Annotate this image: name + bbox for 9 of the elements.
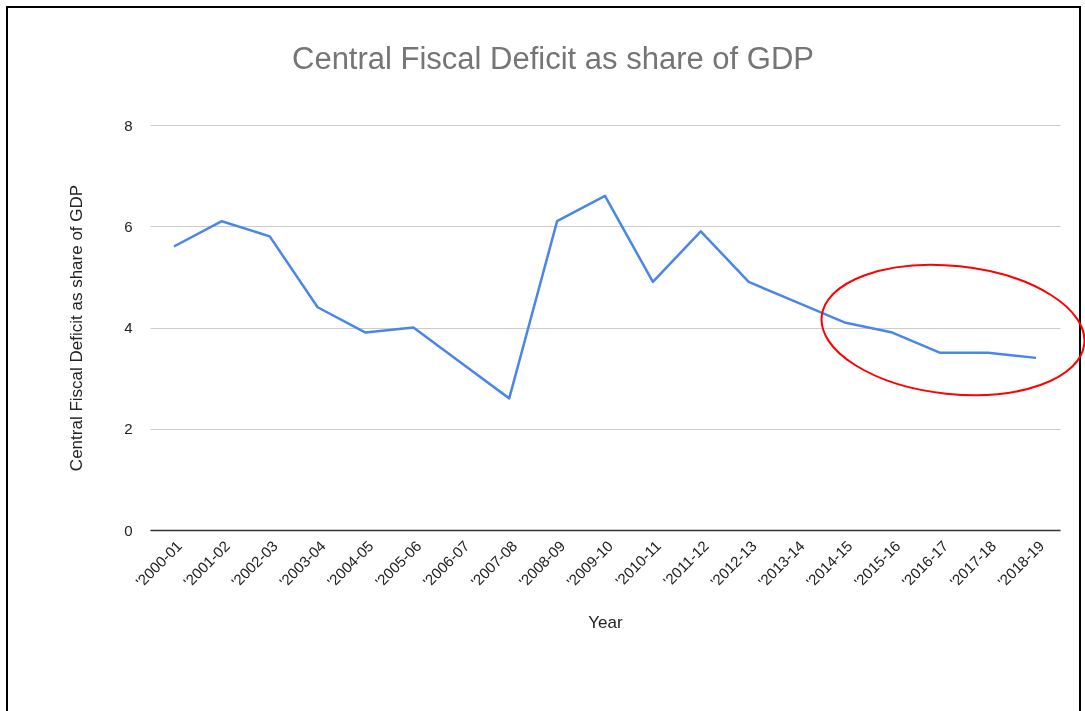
line-series [172,194,1038,400]
chart-title: Central Fiscal Deficit as share of GDP [291,41,815,76]
x-axis-title: Year [588,613,624,633]
y-tick-label: 4 [124,319,133,336]
y-tick-label: 2 [124,420,133,438]
y-axis-title: Central Fiscal Deficit as share of GDP [67,184,87,472]
y-tick-label: 8 [124,116,133,134]
y-tick-label: 0 [124,521,133,539]
y-tick-label: 6 [124,217,133,235]
